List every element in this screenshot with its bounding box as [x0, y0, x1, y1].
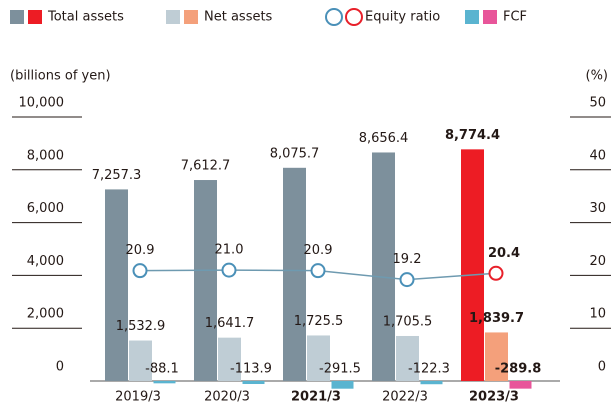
data-label: 1,532.9 — [116, 319, 166, 334]
data-label: 1,705.5 — [383, 314, 433, 329]
legend-label: Net assets — [204, 10, 273, 25]
marker — [488, 265, 504, 281]
data-label: 21.0 — [215, 243, 244, 258]
marker — [399, 272, 415, 288]
data-label: 1,839.7 — [469, 311, 524, 326]
legend-swatch — [28, 10, 42, 24]
legend-marker — [325, 8, 343, 26]
x-tick-label: 2020/3 — [204, 390, 250, 405]
bar — [509, 381, 532, 389]
bar — [129, 340, 152, 381]
legend-label: Equity ratio — [365, 10, 440, 25]
y2-axis-label: (%) — [586, 69, 609, 84]
data-label: 19.2 — [393, 252, 422, 267]
legend-swatch — [184, 10, 198, 24]
data-label: -122.3 — [408, 362, 450, 377]
y-tick-label: 6,000 — [27, 201, 64, 216]
bar — [105, 189, 128, 381]
legend-swatch — [10, 10, 24, 24]
y2-tick-label: 20 — [589, 254, 606, 269]
bar — [485, 332, 508, 381]
legend-label: Total assets — [47, 10, 124, 25]
y2-tick-label: 10 — [589, 307, 606, 322]
y-tick-label: 8,000 — [27, 148, 64, 163]
y-tick-label: 4,000 — [27, 254, 64, 269]
bar — [242, 381, 265, 385]
legend-swatch — [166, 10, 180, 24]
x-tick-label: 2021/3 — [291, 390, 341, 405]
data-label: 1,725.5 — [294, 314, 344, 329]
marker — [221, 262, 237, 278]
bar — [372, 152, 395, 381]
y2-tick-label: 0 — [598, 360, 606, 375]
data-label: 20.9 — [304, 243, 333, 258]
bar — [307, 335, 330, 381]
x-tick-label: 2022/3 — [382, 390, 428, 405]
data-label: 20.4 — [488, 246, 520, 261]
legend-swatch — [465, 10, 479, 24]
data-label: 20.9 — [126, 243, 155, 258]
marker — [310, 263, 326, 279]
y-tick-label: 10,000 — [19, 96, 65, 111]
marker — [132, 263, 148, 279]
data-label: 8,075.7 — [270, 146, 320, 161]
y-axis-label: (billions of yen) — [10, 69, 111, 84]
bar — [153, 381, 176, 384]
bar — [420, 381, 443, 385]
legend-marker — [345, 8, 363, 26]
data-label: 7,612.7 — [181, 159, 231, 174]
legend-label: FCF — [503, 10, 527, 25]
y-tick-label: 2,000 — [27, 307, 64, 322]
data-label: -291.5 — [319, 362, 361, 377]
data-label: 8,656.4 — [359, 131, 409, 146]
bar — [218, 337, 241, 381]
data-label: 1,641.7 — [205, 316, 255, 331]
y2-tick-label: 40 — [589, 148, 606, 163]
y2-tick-label: 30 — [589, 201, 606, 216]
data-label: -113.9 — [230, 362, 272, 377]
y-tick-label: 0 — [56, 360, 64, 375]
bar — [283, 167, 306, 381]
data-label: -88.1 — [145, 362, 179, 377]
x-tick-label: 2019/3 — [115, 390, 161, 405]
y2-tick-label: 50 — [589, 96, 606, 111]
bar — [194, 180, 217, 381]
data-label: 7,257.3 — [92, 168, 142, 183]
x-tick-label: 2023/3 — [469, 390, 519, 405]
data-label: 8,774.4 — [445, 128, 500, 143]
legend-swatch — [483, 10, 497, 24]
bar — [461, 149, 484, 381]
data-label: -289.8 — [495, 362, 542, 377]
bar — [331, 381, 354, 389]
bar — [396, 335, 419, 381]
